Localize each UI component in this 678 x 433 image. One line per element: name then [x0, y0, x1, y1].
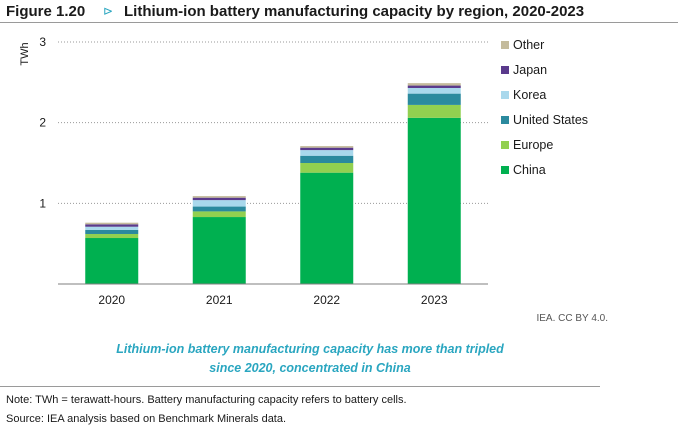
- legend-label: Korea: [513, 88, 546, 102]
- legend-label: United States: [513, 113, 588, 127]
- bar-segment: [407, 87, 461, 94]
- bar-segment: [192, 197, 246, 201]
- bar-segment: [300, 150, 354, 156]
- bar-segment: [300, 146, 354, 148]
- bar-segment: [407, 93, 461, 105]
- legend-swatch: [501, 66, 509, 74]
- figure-title: Lithium-ion battery manufacturing capaci…: [124, 3, 585, 20]
- bar-segment: [192, 200, 246, 207]
- y-tick-label: 3: [39, 35, 46, 49]
- figure-header: Figure 1.20 ⊳ Lithium-ion battery manufa…: [0, 0, 678, 23]
- bar-segment: [85, 238, 139, 284]
- bar-segment: [300, 163, 354, 173]
- bar-segment: [192, 206, 246, 212]
- figure-number: Figure 1.20: [6, 3, 86, 20]
- figure-arrow-icon: ⊳: [103, 4, 114, 18]
- legend-swatch: [501, 166, 509, 174]
- bars: [85, 83, 461, 285]
- bar-segment: [407, 117, 461, 285]
- bar-segment: [300, 147, 354, 151]
- bar-segment: [85, 224, 139, 227]
- y-tick-label: 2: [39, 116, 46, 130]
- x-tick-label: 2020: [98, 293, 125, 307]
- legend-label: Europe: [513, 138, 553, 152]
- y-axis-title: TWh: [19, 42, 31, 65]
- bar-segment: [85, 229, 139, 234]
- bar-segment: [192, 217, 246, 284]
- legend-swatch: [501, 41, 509, 49]
- legend: Other Japan Korea United States Europe China: [501, 38, 588, 177]
- bar-chart: 1 2 3 TWh 2020 2021 2022 2023 Other Japan Korea Un…: [19, 35, 588, 307]
- legend-label: Other: [513, 38, 544, 52]
- y-tick-label: 1: [39, 196, 46, 210]
- bar-segment: [192, 211, 246, 218]
- separator: [0, 386, 600, 387]
- x-tick-label: 2021: [206, 293, 233, 307]
- caption: Lithium-ion battery manufacturing capaci…: [60, 340, 560, 378]
- source: Source: IEA analysis based on Benchmark …: [6, 413, 287, 425]
- caption-line-2: since 2020, concentrated in China: [209, 361, 411, 375]
- bar-segment: [407, 104, 461, 118]
- legend-swatch: [501, 91, 509, 99]
- legend-label: China: [513, 163, 546, 177]
- note: Note: TWh = terawatt-hours. Battery manu…: [6, 394, 407, 406]
- axes: 1 2 3 TWh 2020 2021 2022 2023: [19, 35, 488, 307]
- legend-swatch: [501, 141, 509, 149]
- bar-segment: [407, 85, 461, 88]
- bar-segment: [85, 226, 139, 230]
- bar-segment: [85, 222, 139, 225]
- bar-segment: [192, 196, 246, 198]
- bar-segment: [407, 83, 461, 86]
- legend-swatch: [501, 116, 509, 124]
- x-tick-label: 2023: [421, 293, 448, 307]
- caption-line-1: Lithium-ion battery manufacturing capaci…: [116, 342, 504, 356]
- credit-line: IEA. CC BY 4.0.: [536, 313, 608, 324]
- legend-label: Japan: [513, 63, 547, 77]
- bar-segment: [85, 233, 139, 239]
- x-tick-label: 2022: [313, 293, 340, 307]
- bar-segment: [300, 172, 354, 284]
- bar-segment: [300, 155, 354, 163]
